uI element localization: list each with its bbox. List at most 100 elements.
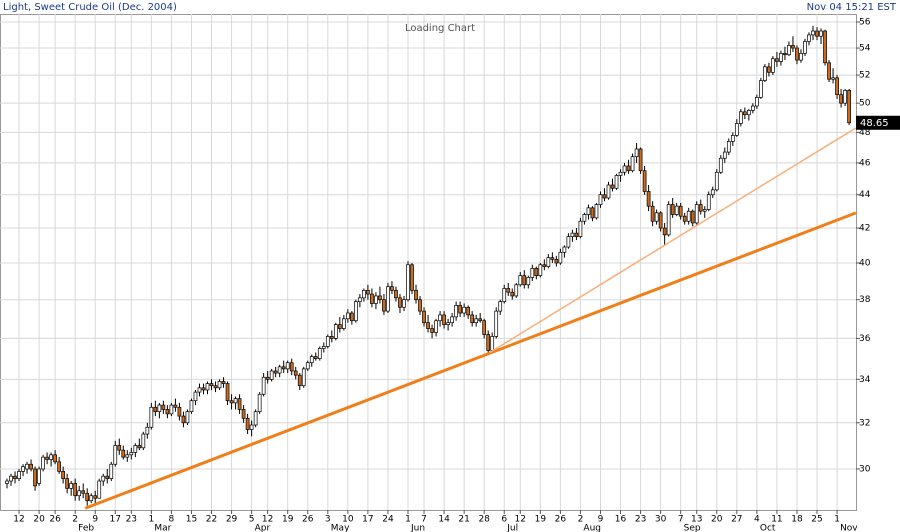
x-tick-label: 23 — [635, 515, 646, 525]
candle-body — [682, 215, 687, 222]
candle-body — [366, 289, 370, 295]
candle-body — [73, 483, 78, 497]
y-tick-label: 32 — [859, 418, 870, 428]
candle-body — [654, 212, 659, 222]
x-tick-label: 28 — [478, 515, 490, 525]
candle-body — [321, 346, 326, 349]
candle-body — [674, 205, 679, 215]
candle-body — [835, 77, 839, 95]
candle-body — [77, 490, 82, 497]
candle-body — [795, 47, 799, 61]
candle-body — [734, 123, 739, 136]
candle-body — [205, 383, 210, 391]
candle-body — [89, 495, 94, 502]
month-label: Apr — [255, 524, 271, 532]
candle-body — [638, 148, 643, 172]
candle-body — [386, 286, 390, 312]
candle-body — [225, 383, 230, 402]
month-label: May — [331, 524, 350, 532]
candle-body — [337, 324, 342, 329]
candle-body — [37, 468, 41, 484]
candle-body — [61, 471, 65, 479]
month-label: Mar — [154, 524, 171, 532]
candle-body — [245, 417, 250, 430]
candle-body — [201, 387, 206, 391]
candle-body — [233, 398, 238, 404]
x-tick-label: 1 — [834, 515, 840, 525]
candle-body — [751, 105, 755, 111]
candle-body — [293, 370, 298, 376]
candle-body — [394, 289, 398, 299]
candle-body — [422, 310, 426, 324]
candle-body — [454, 305, 458, 318]
candle-body — [438, 314, 442, 322]
candle-body — [21, 466, 25, 472]
candle-body — [273, 370, 278, 374]
candle-body — [133, 445, 138, 453]
x-tick-label: 1 — [148, 515, 154, 525]
candle-body — [462, 306, 466, 314]
x-tick-label: 30 — [655, 515, 667, 525]
candle-body — [101, 475, 106, 482]
x-tick-label: 22 — [206, 515, 217, 525]
candle-body — [329, 336, 334, 339]
candle-body — [5, 480, 9, 484]
candle-body — [141, 433, 146, 449]
candle-body — [482, 320, 487, 335]
candle-body — [803, 41, 807, 54]
candle-body — [706, 194, 711, 210]
x-tick-label: 20 — [711, 515, 723, 525]
candle-body — [558, 251, 563, 264]
candle-body — [470, 314, 475, 324]
candle-body — [237, 398, 242, 410]
candle-body — [831, 77, 835, 80]
candle-body — [442, 314, 446, 325]
candle-body — [382, 299, 386, 312]
month-label: Feb — [78, 524, 94, 532]
y-tick-label: 34 — [859, 375, 871, 385]
trendline — [84, 211, 857, 510]
candle-body — [173, 404, 178, 408]
candle-body — [634, 148, 639, 158]
candle-body — [694, 204, 699, 224]
month-label: Aug — [583, 524, 601, 532]
month-label: Sep — [684, 524, 701, 532]
candle-body — [129, 452, 134, 456]
candle-body — [650, 205, 655, 222]
candle-body — [33, 468, 37, 487]
timestamp: Nov 04 15:21 EST — [807, 2, 897, 13]
x-tick-label: 5 — [249, 515, 255, 525]
candle-body — [578, 220, 583, 237]
candle-body — [153, 406, 158, 413]
candle-body — [229, 400, 234, 404]
candle-body — [502, 288, 507, 302]
x-tick-label: 1 — [405, 515, 411, 525]
x-tick-label: 3 — [325, 515, 331, 525]
candle-body — [562, 246, 567, 253]
candle-body — [313, 356, 318, 359]
candle-body — [446, 322, 450, 325]
candle-body — [610, 184, 615, 189]
candle-body — [799, 53, 803, 61]
candle-body — [823, 30, 827, 64]
candle-body — [261, 376, 266, 395]
candle-body — [169, 404, 174, 415]
candle-body — [498, 301, 503, 312]
candle-body — [97, 480, 102, 499]
x-tick-label: 12 — [13, 515, 24, 525]
candle-body — [526, 277, 531, 286]
x-tick-label: 2 — [578, 515, 584, 525]
candle-body — [598, 194, 603, 205]
candle-body — [257, 393, 262, 413]
candle-body — [105, 475, 110, 479]
candle-body — [402, 299, 406, 308]
x-tick-label: 21 — [458, 515, 469, 525]
candle-body — [241, 409, 246, 419]
candle-body — [93, 495, 98, 499]
candle-body — [538, 264, 543, 276]
candle-body — [787, 45, 791, 56]
candle-body — [466, 306, 470, 316]
candle-body — [362, 289, 366, 299]
candle-body — [722, 151, 727, 159]
